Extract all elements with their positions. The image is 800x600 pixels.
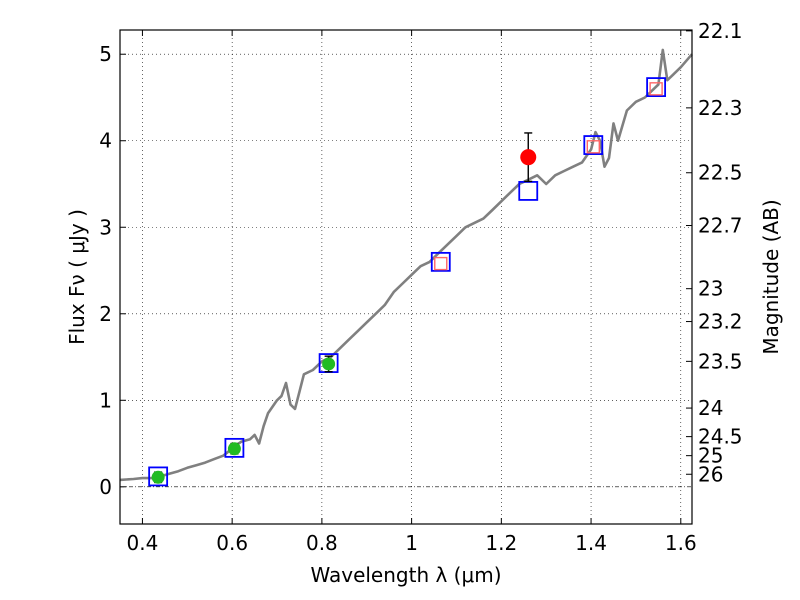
magnitude-tick-label: 25 [698,444,723,468]
detection-point [227,442,241,456]
y-tick-label: 2 [99,302,112,326]
magnitude-tick-label: 26 [698,462,723,486]
magnitude-tick-label: 24 [698,396,723,420]
magnitude-tick-label: 24.5 [698,425,743,449]
y-tick-label: 1 [99,388,112,412]
plot-frame [119,29,693,525]
detection-point [322,357,336,371]
y-axis-ticks: 0 1 2 3 4 5 [99,42,126,499]
y-tick-label: 4 [99,129,112,153]
upper-limit-layer [434,82,663,271]
y-tick-label: 3 [99,215,112,239]
magnitude-axis-title: Magnitude (AB) [759,199,783,354]
magnitude-tick-label: 22.3 [698,96,743,120]
x-tick-label: 0.8 [306,531,338,555]
magnitude-tick-label: 23.5 [698,349,743,373]
synthetic-photometry-square [583,135,604,155]
upper-limit-marker [586,140,601,154]
x-tick-label: 1.6 [665,531,697,555]
synthetic-photometry-layer [148,77,667,487]
x-tick-label: 1.2 [485,531,517,555]
model-sed-layer [119,48,693,482]
detection-point [151,470,165,484]
x-axis-ticks: 0.4 0.6 0.8 1 1.2 1.4 1.6 [127,30,697,555]
y-axis-title: Flux Fν ( μJy ) [65,209,89,345]
synthetic-photometry-square [518,181,539,201]
detection-layer [151,132,537,484]
magnitude-tick-label: 22.7 [698,214,743,238]
x-tick-label: 1.4 [575,531,607,555]
upper-limit-marker [649,82,663,96]
x-tick-label: 0.4 [127,531,159,555]
magnitude-tick-label: 23 [698,277,723,301]
model-sed-line [119,48,693,482]
x-tick-label: 0.6 [216,531,248,555]
x-tick-label: 1 [405,531,418,555]
magnitude-tick-label: 22.5 [698,161,743,185]
magnitude-tick-label: 23.2 [698,310,743,334]
upper-limit-marker [434,256,448,271]
grid [120,30,692,524]
detection-point [520,149,537,166]
x-axis-title: Wavelength λ (μm) [310,563,501,587]
synthetic-photometry-square [646,77,667,97]
synthetic-photometry-square [224,437,245,458]
synthetic-photometry-square [430,251,451,272]
magnitude-tick-label: 22.1 [698,19,743,43]
y-tick-label: 5 [99,42,112,66]
y-tick-label: 0 [99,475,112,499]
synthetic-photometry-square [148,466,169,487]
